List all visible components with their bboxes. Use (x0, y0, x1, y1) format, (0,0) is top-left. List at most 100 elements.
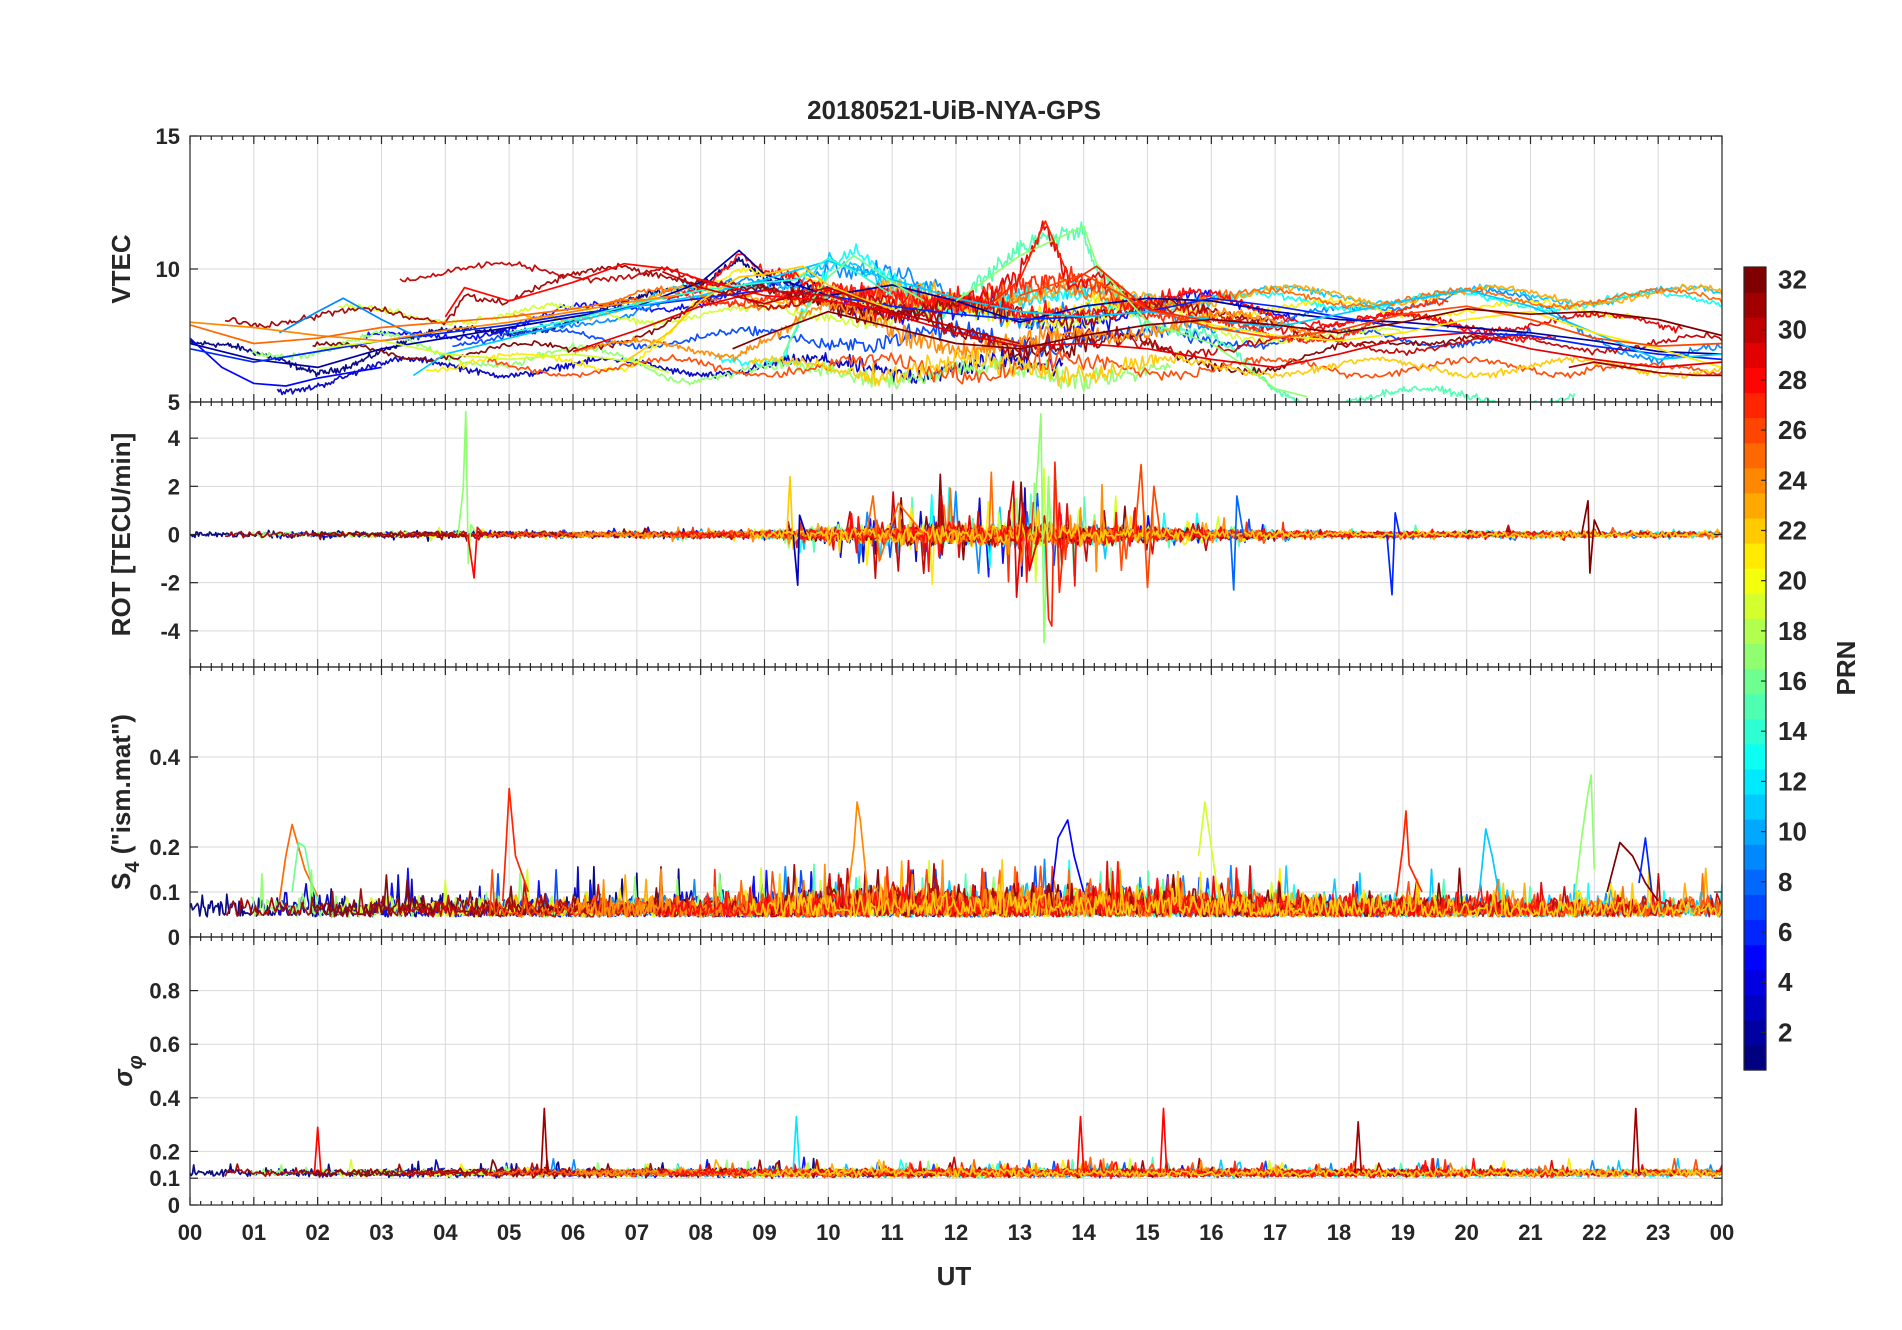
colorbar-tick-label: 28 (1778, 365, 1807, 395)
y-tick-label: 0 (168, 925, 180, 950)
series-prn-17 (955, 225, 1308, 398)
series-prn-21 (1179, 310, 1722, 369)
series-line (338, 467, 1405, 584)
colorbar-swatch (1744, 693, 1766, 720)
y-tick-label: 4 (168, 426, 181, 451)
x-tick-label: 09 (752, 1220, 776, 1245)
y-tick-label: -4 (160, 619, 180, 644)
y-tick-label: 0.4 (149, 745, 180, 770)
series-prn-25 (865, 495, 925, 562)
colorbar-tick-label: 6 (1778, 917, 1792, 947)
y-axis-sigma_phi: 00.10.2 0.4 0.6 0.8 (149, 979, 1722, 1218)
x-tick-label: 20 (1454, 1220, 1478, 1245)
colorbar-swatch (1744, 267, 1766, 293)
series-prn-31 (540, 1107, 549, 1173)
colorbar-swatch (1744, 768, 1766, 795)
x-axis-label: UT (937, 1261, 972, 1291)
y-tick-label: 0 (168, 1193, 180, 1218)
y-tick-label: 0.4 (149, 1086, 180, 1111)
series-line (748, 858, 1722, 918)
series-prn-27 (1395, 810, 1423, 897)
x-tick-label: 16 (1199, 1220, 1223, 1245)
y-tick-label: 0.2 (149, 1139, 180, 1164)
colorbar-tick-label: 26 (1778, 415, 1807, 445)
colorbar-label: PRN (1831, 641, 1861, 696)
colorbar-swatch (1744, 517, 1766, 544)
x-tick-label: 19 (1391, 1220, 1415, 1245)
colorbar-swatch (1744, 543, 1766, 569)
series-prn-2 (190, 249, 1722, 369)
colorbar-swatch (1744, 292, 1766, 318)
y-tick-label: 0.8 (149, 979, 180, 1004)
x-tick-label: 17 (1263, 1220, 1287, 1245)
series-sigma_phi (190, 1107, 1722, 1180)
colorbar-swatch (1744, 668, 1766, 695)
colorbar-swatch (1744, 718, 1766, 745)
series-prn-22 (785, 475, 798, 550)
series-prn-28 (1076, 1115, 1085, 1173)
colorbar-tick-label: 14 (1778, 716, 1807, 746)
series-prn-30 (662, 270, 1021, 345)
y-tick-label: -2 (160, 571, 180, 596)
x-tick-label: 00 (1710, 1220, 1734, 1245)
series-prn-28 (466, 526, 485, 579)
colorbar-swatch (1744, 467, 1766, 494)
colorbar-swatch (1744, 417, 1766, 444)
x-ticks-sigma_phi (189, 937, 1723, 1205)
colorbar-swatch (1744, 568, 1766, 594)
series-prn-32 (1580, 499, 1602, 574)
series-prn-32 (1606, 841, 1659, 902)
colorbar-tick-label: 16 (1778, 666, 1807, 696)
x-tick-label: 10 (816, 1220, 840, 1245)
x-ticks-s4 (189, 667, 1723, 937)
x-tick-label: 21 (1518, 1220, 1542, 1245)
series-prn-16 (782, 254, 925, 355)
x-tick-label: 22 (1582, 1220, 1606, 1245)
y-axis-label-rot: ROT [TECU/min] (106, 433, 136, 637)
series-prn-28 (1159, 1107, 1168, 1173)
series-line (486, 346, 1722, 385)
series-prn-27 (501, 787, 530, 902)
y-tick-label: 0.6 (149, 1032, 180, 1057)
series-prn-25 (278, 823, 319, 902)
colorbar-swatch (1744, 969, 1766, 996)
series-line (749, 1159, 1722, 1179)
colorbar-swatch (1744, 618, 1766, 645)
colorbar-swatch (1744, 342, 1766, 368)
colorbar-tick-label: 22 (1778, 515, 1807, 545)
y-axis-label-s4: S4 ("ism.mat") (106, 714, 144, 890)
series-prn-26 (1133, 463, 1162, 589)
x-ticks-vtec (189, 136, 1723, 402)
colorbar-frame (1743, 266, 1767, 1071)
series-prn-17 (1031, 413, 1053, 644)
series-prn-24 (190, 294, 676, 342)
series-prn-12 (792, 1115, 801, 1171)
colorbar-tick-label: 4 (1778, 967, 1793, 997)
series-prn-27 (987, 220, 1212, 324)
colorbar-swatch (1744, 844, 1766, 870)
y-axis-label-vtec: VTEC (106, 234, 136, 304)
y-tick-label: 0.1 (149, 880, 180, 905)
series-prn-31 (1568, 361, 1722, 377)
series-prn-16 (291, 841, 319, 902)
x-tick-label: 11 (881, 1220, 904, 1245)
grid-vtec (190, 136, 1722, 402)
panel-sigma_phi: 00.10.2 0.4 0.6 0.8 σφ (108, 936, 1723, 1218)
x-tick-label: 06 (561, 1220, 585, 1245)
y-axis-vtec: 5 10 15 (156, 124, 1722, 415)
x-tick-label: 14 (1071, 1220, 1096, 1245)
series-prn-25 (190, 297, 637, 345)
x-tick-label: 05 (497, 1220, 521, 1245)
y-tick-label: 0 (168, 523, 180, 548)
x-tick-label: 13 (1008, 1220, 1032, 1245)
x-tick-label: 03 (369, 1220, 393, 1245)
y-tick-label: 15 (156, 124, 180, 149)
colorbar-tick-label: 12 (1778, 766, 1807, 796)
colorbar-swatch (1744, 919, 1766, 946)
series-prn-11 (1478, 828, 1500, 893)
series-line (364, 515, 1298, 578)
series-prn-31 (1631, 1107, 1640, 1173)
panel-rot: -4 -2 0 2 4 ROT [TECU/min] (106, 401, 1723, 668)
colorbar-swatch (1744, 593, 1766, 619)
